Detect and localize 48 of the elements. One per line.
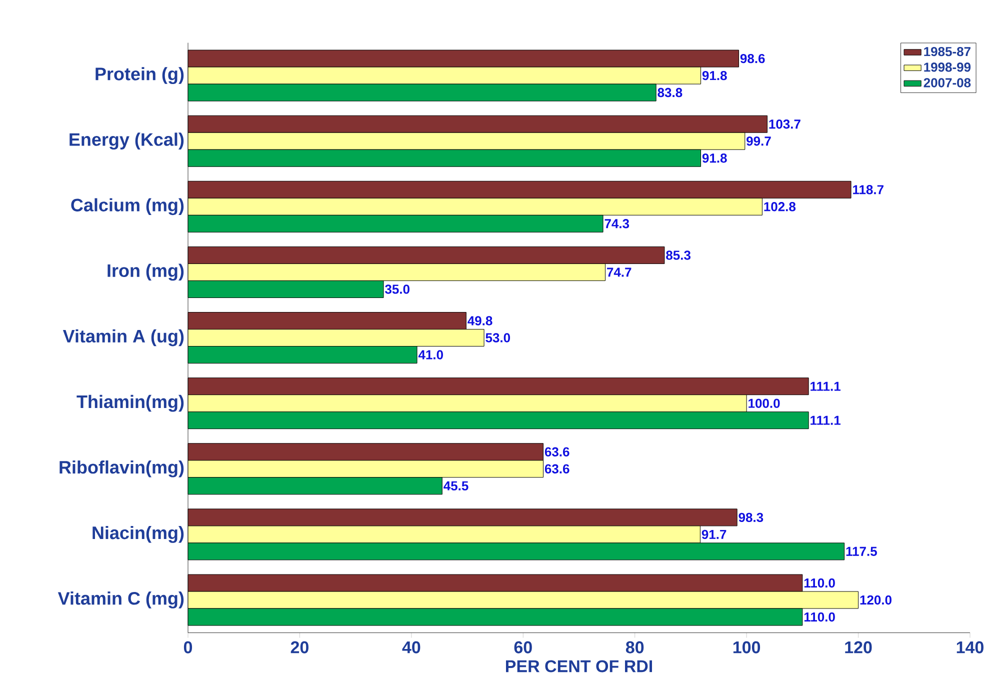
data-label: 41.0 bbox=[418, 350, 443, 360]
data-label: 117.5 bbox=[846, 546, 877, 556]
x-tick-label: 100 bbox=[733, 641, 760, 654]
x-axis-title: PER CENT OF RDI bbox=[506, 660, 652, 672]
data-label: 85.3 bbox=[666, 250, 690, 260]
y-tick-label: Thiamin(mg) bbox=[76, 394, 184, 412]
data-label: 100.0 bbox=[748, 398, 780, 408]
data-label: 91.8 bbox=[702, 70, 727, 80]
data-label: 98.3 bbox=[738, 512, 764, 522]
y-tick-label: Vitamin C (mg) bbox=[58, 592, 184, 608]
y-tick-label: Vitamin A (ug) bbox=[62, 329, 184, 346]
y-tick-label: Energy (Kcal) bbox=[70, 132, 184, 150]
x-tick-label: 120 bbox=[845, 641, 872, 654]
y-tick-label: Protein (g) bbox=[96, 67, 184, 84]
x-tick-label: 80 bbox=[626, 641, 644, 654]
legend-label: 1998-99 bbox=[924, 62, 971, 72]
x-tick-label: 20 bbox=[290, 641, 308, 654]
x-tick-label: 60 bbox=[514, 641, 532, 654]
data-label: 111.1 bbox=[810, 416, 841, 425]
data-label: 74.7 bbox=[607, 268, 632, 277]
y-tick-label: Iron (mg) bbox=[108, 264, 184, 281]
y-tick-label: Riboflavin(mg) bbox=[60, 460, 184, 478]
data-label: 111.1 bbox=[810, 382, 841, 391]
x-tick-label: 140 bbox=[956, 641, 984, 654]
data-label: 63.6 bbox=[544, 447, 570, 456]
data-label: 99.7 bbox=[746, 136, 771, 146]
data-label: 45.5 bbox=[444, 481, 468, 490]
y-tick-label: Niacin(mg) bbox=[92, 526, 184, 543]
data-label: 120.0 bbox=[860, 595, 892, 605]
data-label: 83.8 bbox=[658, 88, 682, 98]
data-label: 91.8 bbox=[702, 154, 727, 163]
data-label: 63.6 bbox=[544, 464, 570, 474]
data-label: 103.7 bbox=[769, 119, 800, 129]
data-label: 91.7 bbox=[702, 530, 726, 540]
data-label: 118.7 bbox=[853, 185, 884, 194]
data-label: 110.0 bbox=[804, 612, 835, 622]
data-label: 53.0 bbox=[486, 333, 510, 342]
x-tick-label: 40 bbox=[402, 641, 420, 654]
legend-label: 1985-87 bbox=[924, 46, 970, 56]
data-label: 49.8 bbox=[468, 316, 492, 326]
data-label: 98.6 bbox=[740, 54, 765, 64]
y-tick-label: Calcium (mg) bbox=[71, 198, 184, 216]
data-label: 102.8 bbox=[764, 202, 796, 212]
data-label: 74.3 bbox=[604, 219, 630, 228]
data-label: 110.0 bbox=[804, 578, 835, 588]
data-label: 35.0 bbox=[385, 284, 410, 294]
legend-label: 2007-08 bbox=[924, 78, 971, 88]
x-tick-label: 0 bbox=[184, 641, 192, 654]
